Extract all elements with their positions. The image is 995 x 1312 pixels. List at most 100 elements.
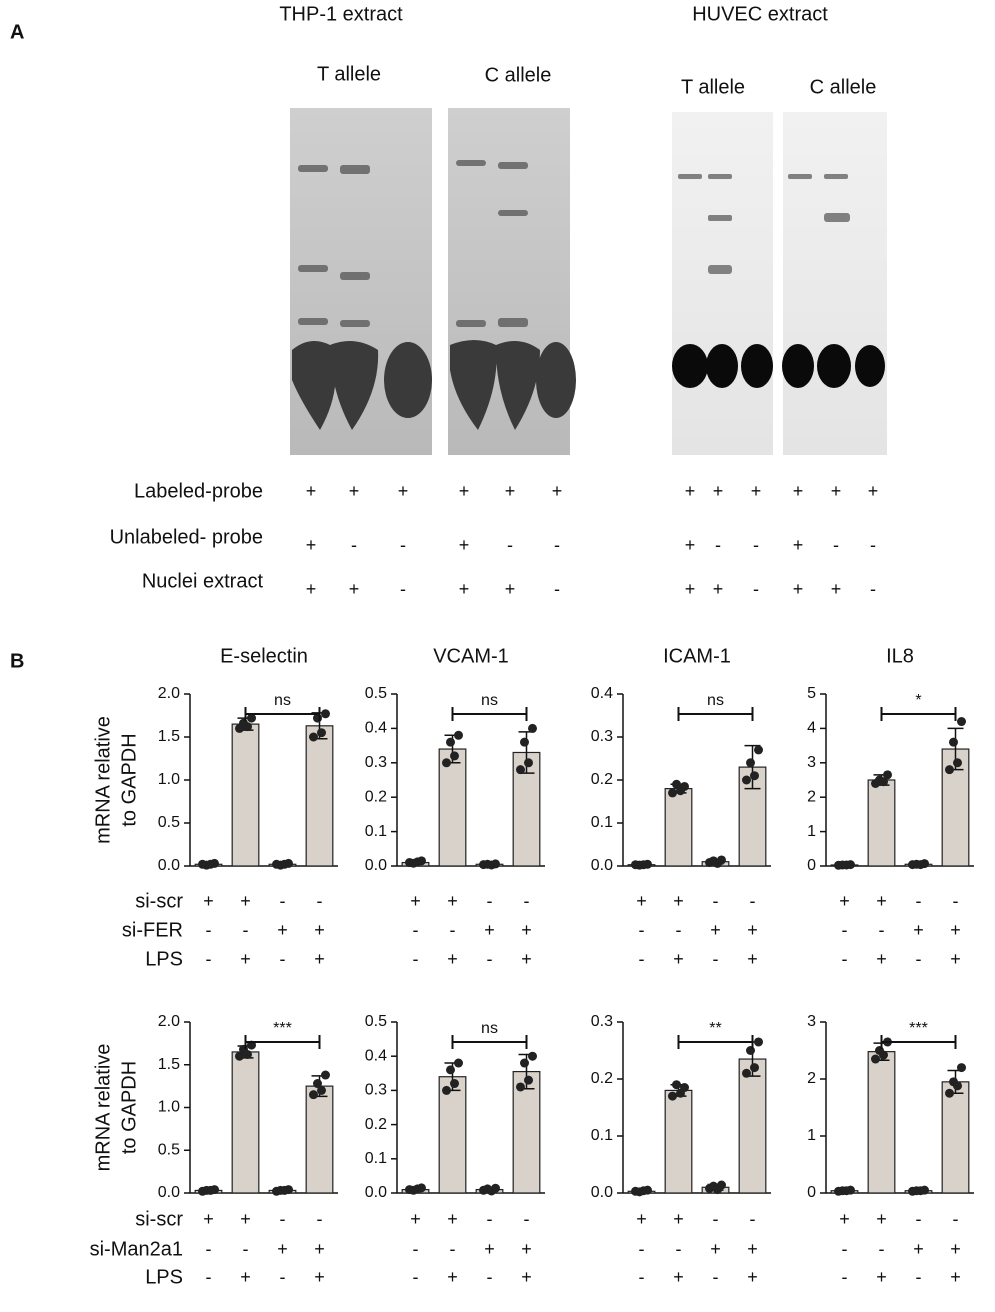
condition-sign: +	[868, 481, 879, 501]
condition-sign: +	[277, 1239, 288, 1259]
y-tick-label: 0.0	[365, 857, 387, 874]
data-point	[883, 770, 892, 780]
y-tick-label: 0.5	[365, 685, 387, 702]
data-point	[321, 709, 330, 719]
y-tick-label: 0.0	[591, 857, 613, 874]
y-axis-label: to GAPDH	[118, 1061, 140, 1154]
condition-sign: +	[459, 579, 470, 599]
condition-sign: -	[753, 535, 759, 555]
condition-sign: -	[713, 949, 719, 969]
condition-sign: +	[306, 535, 317, 555]
data-point	[746, 1046, 755, 1055]
data-point	[916, 1186, 925, 1196]
data-point	[247, 713, 256, 723]
condition-sign: -	[639, 1239, 645, 1259]
data-point	[953, 758, 962, 768]
condition-sign: +	[685, 535, 696, 555]
data-point	[528, 723, 537, 733]
condition-label: LPS	[145, 1266, 183, 1288]
data-point	[487, 860, 496, 870]
data-point	[742, 1068, 751, 1078]
condition-sign: -	[953, 1209, 959, 1229]
significance-bracket	[451, 707, 528, 721]
bar	[438, 1076, 467, 1194]
row-label: Unlabeled- probe	[110, 526, 263, 548]
condition-sign: +	[673, 1209, 684, 1229]
condition-sign: +	[447, 949, 458, 969]
y-tick-label: 1.0	[158, 771, 180, 788]
data-point	[516, 765, 525, 775]
condition-sign: -	[487, 1267, 493, 1287]
significance-bracket	[677, 707, 754, 721]
chart-title: IL8	[886, 645, 914, 667]
condition-sign: +	[521, 949, 532, 969]
condition-sign: -	[351, 535, 357, 555]
condition-sign: -	[750, 1209, 756, 1229]
condition-sign: -	[280, 949, 286, 969]
y-tick-label: 0	[807, 857, 816, 874]
significance-label: ***	[273, 1020, 292, 1037]
allele-label: T allele	[681, 76, 745, 98]
condition-sign: +	[484, 920, 495, 940]
y-tick-label: 4	[807, 720, 816, 737]
panel-label: A	[10, 21, 24, 43]
condition-sign: +	[636, 1209, 647, 1229]
significance-label: ns	[707, 692, 724, 709]
y-tick-label: 0.0	[365, 1184, 387, 1201]
condition-sign: +	[713, 579, 724, 599]
condition-label: si-scr	[135, 890, 183, 912]
data-point	[413, 1184, 422, 1194]
condition-sign: -	[206, 949, 212, 969]
bar	[512, 1070, 541, 1194]
y-tick-label: 0.1	[365, 1150, 387, 1167]
condition-sign: +	[314, 949, 325, 969]
bar	[867, 1051, 896, 1194]
condition-sign: +	[410, 891, 421, 911]
condition-sign: +	[314, 1239, 325, 1259]
condition-sign: -	[713, 891, 719, 911]
y-tick-label: 0.5	[365, 1013, 387, 1030]
condition-sign: -	[487, 1209, 493, 1229]
condition-sign: +	[876, 891, 887, 911]
condition-sign: -	[524, 1209, 530, 1229]
significance-bracket	[880, 707, 957, 721]
condition-label: si-scr	[135, 1208, 183, 1230]
significance-label: *	[915, 692, 921, 709]
condition-sign: +	[831, 579, 842, 599]
condition-sign: -	[413, 1239, 419, 1259]
significance-label: ns	[274, 692, 291, 709]
condition-sign: -	[450, 920, 456, 940]
condition-sign: +	[876, 1209, 887, 1229]
data-point	[206, 859, 215, 869]
condition-sign: -	[317, 1209, 323, 1229]
data-point	[953, 1081, 962, 1091]
condition-sign: -	[400, 535, 406, 555]
y-tick-label: 2.0	[158, 1013, 180, 1030]
condition-sign: -	[507, 535, 513, 555]
condition-sign: +	[673, 891, 684, 911]
condition-sign: +	[314, 920, 325, 940]
condition-sign: +	[913, 920, 924, 940]
condition-sign: -	[833, 535, 839, 555]
condition-sign: -	[916, 949, 922, 969]
allele-label: C allele	[810, 76, 877, 98]
condition-sign: +	[203, 891, 214, 911]
data-point	[842, 1186, 851, 1196]
data-point	[957, 717, 966, 727]
y-tick-label: 0.1	[591, 1127, 613, 1144]
data-point	[446, 737, 455, 747]
condition-sign: +	[710, 1239, 721, 1259]
condition-sign: -	[953, 891, 959, 911]
data-point	[676, 1088, 685, 1098]
data-point	[742, 775, 751, 785]
condition-sign: +	[349, 481, 360, 501]
condition-sign: +	[876, 1267, 887, 1287]
condition-sign: +	[913, 1239, 924, 1259]
data-point	[524, 758, 533, 768]
data-point	[842, 860, 851, 870]
condition-sign: -	[280, 1209, 286, 1229]
y-tick-label: 1	[807, 823, 816, 840]
y-tick-label: 1.0	[158, 1099, 180, 1116]
condition-sign: -	[554, 535, 560, 555]
